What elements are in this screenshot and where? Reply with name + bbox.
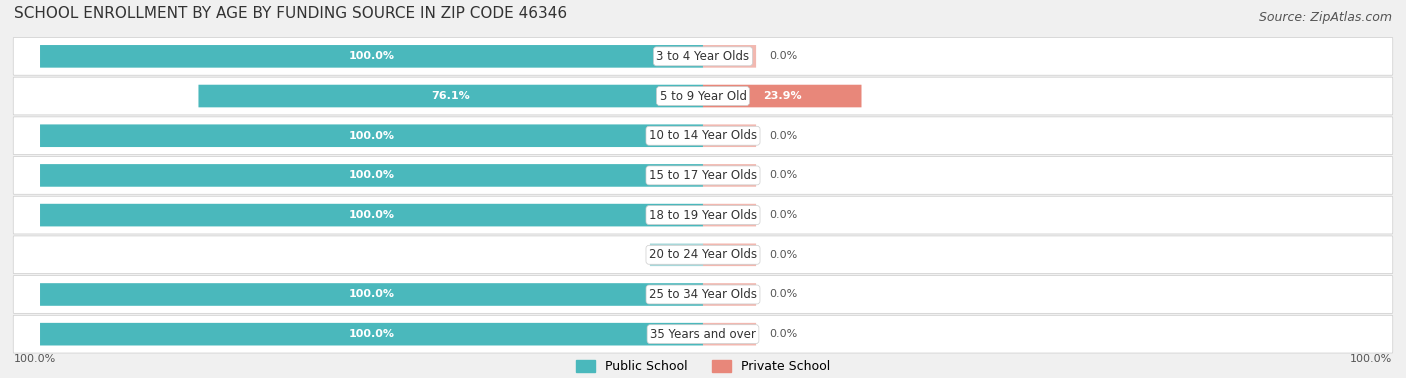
Text: 100.0%: 100.0%: [349, 131, 395, 141]
FancyBboxPatch shape: [13, 117, 1393, 155]
Text: 10 to 14 Year Olds: 10 to 14 Year Olds: [650, 129, 756, 142]
Text: 100.0%: 100.0%: [1350, 354, 1392, 364]
Text: 0.0%: 0.0%: [769, 51, 797, 61]
FancyBboxPatch shape: [39, 283, 703, 306]
FancyBboxPatch shape: [39, 164, 703, 187]
Text: 100.0%: 100.0%: [14, 354, 56, 364]
FancyBboxPatch shape: [13, 276, 1393, 313]
Text: 5 to 9 Year Old: 5 to 9 Year Old: [659, 90, 747, 102]
Text: 100.0%: 100.0%: [349, 210, 395, 220]
Text: 20 to 24 Year Olds: 20 to 24 Year Olds: [650, 248, 756, 261]
Text: 100.0%: 100.0%: [349, 329, 395, 339]
Text: 100.0%: 100.0%: [349, 290, 395, 299]
Text: 3 to 4 Year Olds: 3 to 4 Year Olds: [657, 50, 749, 63]
FancyBboxPatch shape: [703, 243, 756, 266]
FancyBboxPatch shape: [703, 164, 756, 187]
FancyBboxPatch shape: [13, 315, 1393, 353]
Text: 0.0%: 0.0%: [769, 329, 797, 339]
FancyBboxPatch shape: [650, 243, 703, 266]
Legend: Public School, Private School: Public School, Private School: [576, 359, 830, 373]
FancyBboxPatch shape: [39, 204, 703, 226]
Text: 0.0%: 0.0%: [769, 290, 797, 299]
Text: 0.0%: 0.0%: [769, 131, 797, 141]
Text: 0.0%: 0.0%: [769, 210, 797, 220]
FancyBboxPatch shape: [13, 37, 1393, 75]
Text: 15 to 17 Year Olds: 15 to 17 Year Olds: [650, 169, 756, 182]
FancyBboxPatch shape: [13, 156, 1393, 194]
FancyBboxPatch shape: [13, 196, 1393, 234]
Text: 23.9%: 23.9%: [763, 91, 801, 101]
Text: 100.0%: 100.0%: [349, 170, 395, 180]
Text: 100.0%: 100.0%: [349, 51, 395, 61]
Text: Source: ZipAtlas.com: Source: ZipAtlas.com: [1258, 11, 1392, 24]
FancyBboxPatch shape: [39, 124, 703, 147]
FancyBboxPatch shape: [13, 77, 1393, 115]
FancyBboxPatch shape: [703, 283, 756, 306]
FancyBboxPatch shape: [39, 323, 703, 345]
Text: 0.0%: 0.0%: [661, 250, 690, 260]
Text: SCHOOL ENROLLMENT BY AGE BY FUNDING SOURCE IN ZIP CODE 46346: SCHOOL ENROLLMENT BY AGE BY FUNDING SOUR…: [14, 6, 567, 21]
FancyBboxPatch shape: [703, 85, 862, 107]
FancyBboxPatch shape: [198, 85, 703, 107]
FancyBboxPatch shape: [703, 45, 756, 68]
FancyBboxPatch shape: [703, 124, 756, 147]
FancyBboxPatch shape: [39, 45, 703, 68]
FancyBboxPatch shape: [703, 204, 756, 226]
Text: 18 to 19 Year Olds: 18 to 19 Year Olds: [650, 209, 756, 222]
Text: 0.0%: 0.0%: [769, 170, 797, 180]
Text: 76.1%: 76.1%: [432, 91, 470, 101]
FancyBboxPatch shape: [13, 236, 1393, 274]
Text: 35 Years and over: 35 Years and over: [650, 328, 756, 341]
FancyBboxPatch shape: [703, 323, 756, 345]
Text: 0.0%: 0.0%: [769, 250, 797, 260]
Text: 25 to 34 Year Olds: 25 to 34 Year Olds: [650, 288, 756, 301]
